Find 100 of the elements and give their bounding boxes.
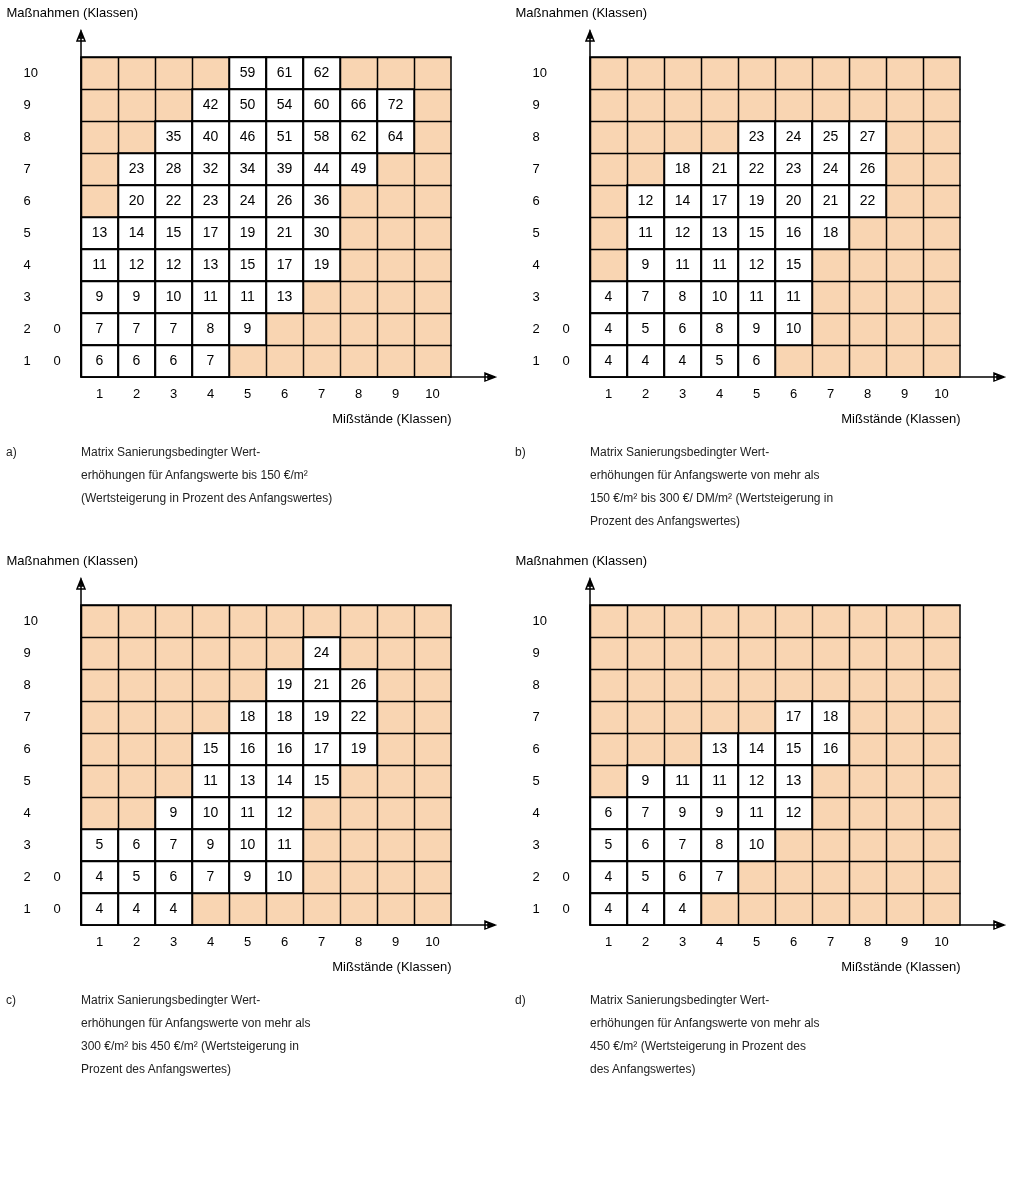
data-label: 18 [239,708,256,724]
data-label: 11 [240,288,255,304]
data-label: 16 [276,740,293,756]
x-tick-label: 3 [169,933,178,949]
data-label: 9 [243,868,252,884]
data-label: 7 [169,320,178,336]
data-label: 6 [752,352,761,368]
data-label: 18 [276,708,293,724]
x-tick-label: 7 [317,933,326,949]
data-label: 4 [604,900,613,916]
data-label: 11 [786,288,801,304]
y-tick-label: 9 [532,97,540,112]
data-label: 17 [785,708,802,724]
x-tick-label: 5 [752,933,761,949]
text: 450 €/m² (Wertsteigerung in Prozent des [590,1039,806,1053]
x-tick-label: 3 [169,385,178,401]
y-tick-label: 3 [23,837,31,852]
data-label: 11 [749,804,764,820]
y-tick-label: 10 [532,613,547,628]
data-label: 28 [165,160,182,176]
y-tick-label: 8 [23,677,31,692]
data-label: 4 [169,900,178,916]
data-label: 49 [350,160,367,176]
data-label: 10 [785,320,802,336]
data-label: 5 [641,868,650,884]
data-label: 13 [239,772,256,788]
data-label: 12 [165,256,182,272]
data-label: 54 [276,96,293,112]
text: Matrix Sanierungsbedingter Wert- [590,993,770,1007]
text: d) [515,993,526,1007]
x-tick-label: 9 [900,385,909,401]
data-label: 4 [604,320,613,336]
text: erhöhungen für Anfangswerte von mehr als [590,468,820,482]
x-tick-label: 2 [132,933,141,949]
x-tick-label: 2 [132,385,141,401]
x-tick-label: 5 [243,933,252,949]
data-label: 13 [711,740,728,756]
y-tick-label: 3 [23,289,31,304]
data-label: 19 [748,192,765,208]
x-tick-label: 6 [789,933,798,949]
data-label: 64 [387,128,404,144]
data-label: 7 [95,320,104,336]
data-label: 26 [276,192,293,208]
data-label: 9 [95,288,104,304]
y-tick-label: 5 [532,773,540,788]
x-tick-label: 4 [715,933,724,949]
data-label: 20 [785,192,802,208]
y-tick-label: 6 [532,741,540,756]
y-tick-label: 10 [23,613,38,628]
data-label: 13 [276,288,293,304]
data-label: 11 [92,256,107,272]
data-label: 24 [239,192,256,208]
data-label: 15 [748,224,765,240]
data-label: 4 [641,352,650,368]
data-label: 23 [748,128,765,144]
y-tick-label: 6 [23,193,31,208]
data-label: 5 [641,320,650,336]
y-tick-label: 3 [532,837,540,852]
x-tick-label: 9 [900,933,909,949]
data-label: 5 [95,836,104,852]
data-label: 19 [276,676,293,692]
x-tick-label: 1 [604,385,613,401]
data-label: 14 [276,772,293,788]
data-label: 9 [169,804,178,820]
data-label: 51 [276,128,293,144]
data-label: 7 [206,352,215,368]
x-axis-title: Mißstände (Klassen) [332,958,452,974]
text: a) [6,445,17,459]
data-label: 7 [641,288,650,304]
x-tick-label: 7 [826,933,835,949]
data-label: 4 [132,900,141,916]
data-label: 20 [128,192,145,208]
data-label: 8 [715,320,724,336]
data-label: 11 [203,288,218,304]
text: 300 €/m² bis 450 €/m² (Wertsteigerung in [81,1039,299,1053]
data-label: 21 [711,160,728,176]
y-axis-title: Maßnahmen (Klassen) [6,4,138,20]
data-label: 16 [785,224,802,240]
data-label: 13 [711,224,728,240]
y-tick-label: 4 [23,805,31,820]
data-label: 4 [604,868,613,884]
data-label: 9 [132,288,141,304]
data-label: 4 [95,900,104,916]
y-tick-label: 2 [532,321,540,336]
x-tick-label: 8 [354,933,363,949]
x-tick-label: 1 [604,933,613,949]
data-label: 12 [748,256,765,272]
data-label: 12 [128,256,145,272]
y-tick-label: 6 [532,193,540,208]
x-tick-label: 9 [391,933,400,949]
data-label: 14 [674,192,691,208]
data-label: 11 [675,772,690,788]
text: Matrix Sanierungsbedingter Wert- [590,445,770,459]
y-tick-label: 7 [23,709,31,724]
data-label: 23 [785,160,802,176]
data-label: 14 [128,224,145,240]
data-label: 62 [313,64,330,80]
data-label: 23 [128,160,145,176]
data-label: 14 [748,740,765,756]
data-label: 15 [313,772,330,788]
